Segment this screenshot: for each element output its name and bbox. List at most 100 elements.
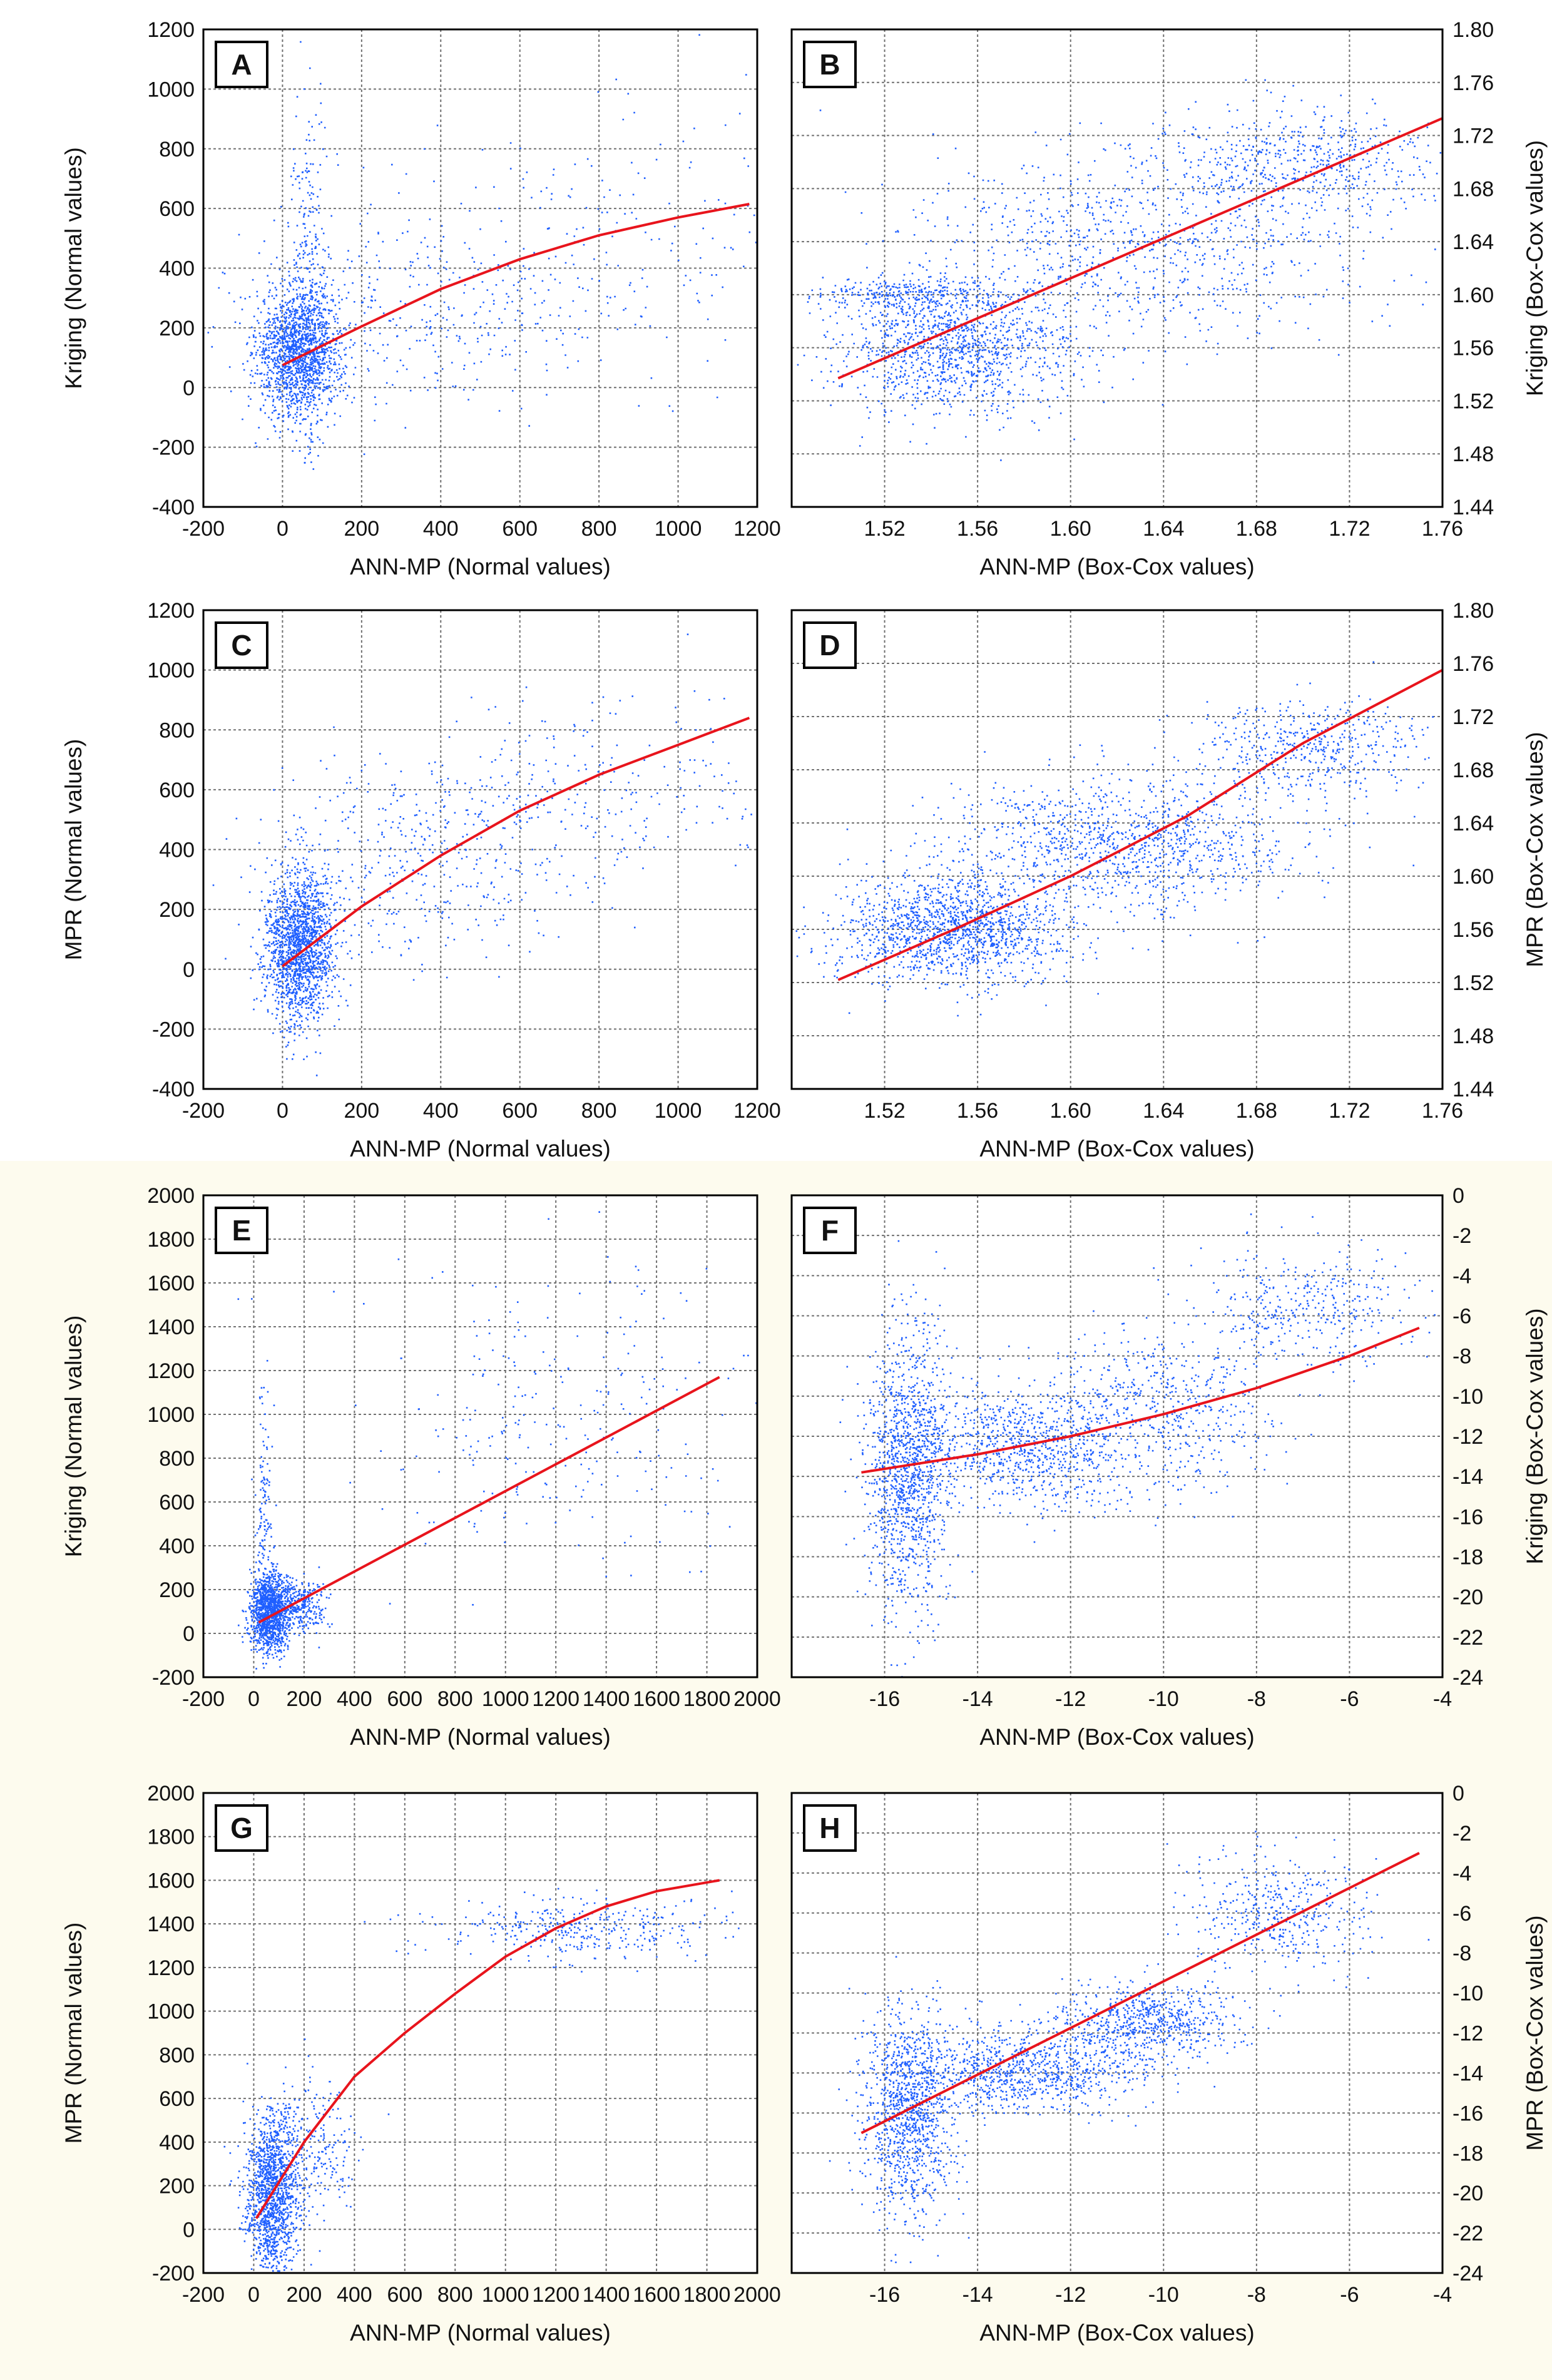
scatter-points [207,34,757,470]
x-tick-label: 1800 [683,1687,731,1711]
trend-line [861,1326,1420,1474]
x-tick-label: -200 [182,1099,225,1123]
panel-label: A [231,48,252,81]
y-tick-label: 1.64 [1452,230,1494,254]
x-tick-label: 1.60 [1050,517,1091,541]
y-tick-label: 1.80 [1452,599,1494,623]
scatter-cluster-3 [979,1963,1282,2103]
y-tick-label: 800 [159,2043,195,2067]
panel-label-box [215,621,268,669]
x-tick-label: 1600 [633,2283,680,2307]
y-tick-label: 1600 [147,1272,195,1295]
y-tick-label: 1200 [147,599,195,623]
y-tick-label: 1200 [147,18,195,42]
trend-line [258,1376,720,1624]
x-tick-label: 400 [337,1687,372,1711]
y-tick-label: 0 [183,2218,195,2242]
y-tick-label: 0 [183,1622,195,1646]
panel-label: G [230,1812,253,1844]
y-tick-label: 1.64 [1452,812,1494,835]
plot-frame [790,1194,1444,1678]
x-tick-label: -8 [1247,1687,1266,1711]
x-tick-label: 200 [344,517,379,541]
x-tick-label: 0 [277,1099,288,1123]
x-tick-label: 600 [387,2283,422,2307]
y-tick-label: -20 [1452,2182,1483,2205]
x-tick-label: 1000 [482,2283,529,2307]
scatter-cluster-1 [829,1956,996,2264]
x-tick-label: 1.56 [957,1099,998,1123]
y-tick-label: 0 [1452,1782,1464,1805]
y-tick-label: 600 [159,197,195,221]
y-tick-label: 1.48 [1452,1024,1494,1048]
y-tick-label: 1000 [147,1403,195,1427]
panel-label: F [821,1214,839,1247]
x-tick-label: -200 [182,517,225,541]
y-tick-label: -12 [1452,2022,1483,2046]
x-tick-label: -8 [1247,2283,1266,2307]
x-tick-label: 1400 [583,1687,630,1711]
y-tick-label: 2000 [147,1184,195,1208]
x-tick-label: -4 [1433,1687,1452,1711]
panel-g: G-200 0 200 400 600 800 1000 1200 1400 1600 1800 20… [61,1782,781,2346]
y-tick-label: -6 [1452,1902,1471,1926]
x-tick-label: 200 [287,1687,322,1711]
x-tick-label: 400 [337,2283,372,2307]
x-tick-label: 2000 [733,1687,781,1711]
x-axis-title: ANN-MP (Normal values) [350,554,611,580]
x-tick-label: 1.72 [1329,1099,1370,1123]
trend-line [837,117,1442,380]
y-tick-label: -2 [1452,1822,1471,1846]
y-tick-label: -10 [1452,1385,1483,1409]
plot-frame [202,609,758,1090]
x-axis-title: ANN-MP (Normal values) [350,1136,611,1162]
y-tick-label: 1.44 [1452,496,1494,519]
scatter-cluster-1 [797,240,1125,461]
y-tick-label: -10 [1452,1982,1483,2006]
x-axis-title: ANN-MP (Normal values) [350,1724,611,1750]
x-tick-label: 800 [437,2283,473,2307]
y-tick-label: 1.68 [1452,177,1494,201]
panel-label: E [232,1214,252,1247]
x-tick-label: 1.52 [864,1099,905,1123]
x-tick-label: -12 [1055,2283,1086,2307]
y-axis-title: Kriging (Box-Cox values) [1522,140,1548,396]
x-tick-label: -6 [1340,1687,1359,1711]
plot-frame [202,1194,758,1678]
x-tick-label: -16 [869,1687,900,1711]
x-tick-label: 0 [277,517,288,541]
plot-area [792,610,1442,1089]
x-tick-label: 1200 [532,1687,579,1711]
y-tick-label: 600 [159,2087,195,2111]
panel-f: F-16 -14 -12 -10 -8 -6 -4-24-22-20-18-16-14-12… [790,1184,1548,1750]
y-tick-label: 1.76 [1452,652,1494,676]
y-tick-label: 1.72 [1452,125,1494,148]
x-tick-label: 800 [437,1687,473,1711]
panel-label: C [231,629,252,661]
trend-line [837,668,1442,981]
plot-frame [790,1792,1444,2274]
x-tick-label: 800 [581,517,617,541]
y-tick-label: 200 [159,898,195,922]
y-tick-label: -200 [152,2262,195,2286]
panel-a: A-200 0 200 400 600 800 1000 1200-400-200020040… [61,18,781,580]
y-tick-label: 1.60 [1452,865,1494,889]
plot-area [203,1793,757,2273]
x-tick-label: 1000 [482,1687,529,1711]
y-tick-label: -2 [1452,1224,1471,1248]
gridlines [203,1792,758,2274]
y-tick-label: -6 [1452,1305,1471,1329]
panel-h: H-16 -14 -12 -10 -8 -6 -4-24-22-20-18-16-14-12… [790,1782,1548,2346]
x-tick-label: 1.72 [1329,517,1370,541]
y-tick-label: 200 [159,2175,195,2199]
scatter-points [797,79,1442,461]
scatter-points [237,1211,757,1670]
x-tick-label: 400 [423,517,459,541]
x-tick-label: 2000 [733,2283,781,2307]
y-tick-label: 800 [159,138,195,161]
x-tick-label: 1.64 [1143,1099,1184,1123]
x-tick-label: -10 [1148,2283,1179,2307]
y-tick-label: -8 [1452,1942,1471,1966]
y-tick-label: -14 [1452,1465,1483,1489]
